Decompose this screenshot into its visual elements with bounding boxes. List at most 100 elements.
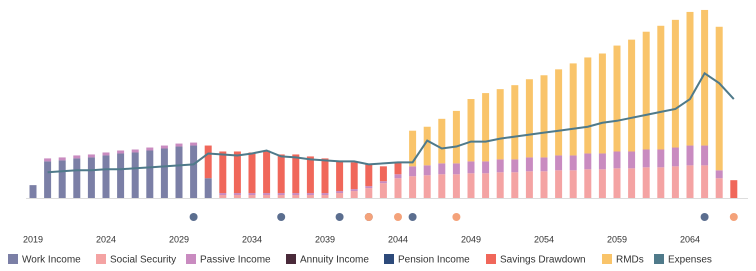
event-marker xyxy=(700,213,709,221)
bar-segment xyxy=(394,178,402,198)
bar-segment xyxy=(321,195,329,198)
bar-segment xyxy=(175,143,183,147)
bar-segment xyxy=(511,172,519,198)
bar-segment xyxy=(686,145,694,166)
bar-segment xyxy=(686,11,694,146)
bar-segment xyxy=(394,162,402,175)
bar-segment xyxy=(321,158,329,194)
bar-segment xyxy=(131,149,139,153)
bar-segment xyxy=(540,157,548,172)
bar-segment xyxy=(423,126,431,166)
bar-segment xyxy=(263,150,271,194)
bar-segment xyxy=(248,195,256,198)
x-tick-label: 2049 xyxy=(461,234,481,244)
bar-segment xyxy=(73,158,81,198)
bar-segment xyxy=(190,142,198,146)
bar-segment xyxy=(642,167,650,198)
bar-segment xyxy=(160,148,168,198)
bar-segment xyxy=(496,89,504,160)
legend-swatch xyxy=(186,254,196,264)
bar-segment xyxy=(190,145,198,198)
bar-segment xyxy=(204,145,212,179)
bar-segment xyxy=(409,130,417,167)
bar-segment xyxy=(306,156,314,194)
bar-segment xyxy=(350,162,358,190)
bar-segment xyxy=(657,149,665,168)
bar-segment xyxy=(292,154,300,194)
bar-segment xyxy=(511,85,519,160)
bar-segment xyxy=(175,146,183,198)
bar-segment xyxy=(292,195,300,198)
x-tick-label: 2029 xyxy=(169,234,189,244)
bar-segment xyxy=(452,174,460,198)
bar-segment xyxy=(219,195,227,198)
event-marker xyxy=(408,213,417,221)
bar-segment xyxy=(263,193,271,196)
bar-segment xyxy=(306,193,314,196)
bar-segment xyxy=(423,165,431,176)
bar-segment xyxy=(117,150,125,154)
bar-segment xyxy=(336,191,344,194)
bar-segment xyxy=(219,193,227,196)
legend-swatch xyxy=(602,254,612,264)
bar-segment xyxy=(102,152,110,156)
expenses-line xyxy=(47,71,735,174)
bar-segment xyxy=(642,31,650,150)
bar-segment xyxy=(467,173,475,198)
legend-swatch xyxy=(384,254,394,264)
bar-segment xyxy=(555,170,563,198)
bar-segment xyxy=(671,166,679,198)
legend-label: Passive Income xyxy=(200,255,271,266)
bar-segment xyxy=(365,164,373,187)
bar-segment xyxy=(701,165,709,198)
bar-segment xyxy=(277,154,285,194)
bar-segment xyxy=(146,150,154,198)
bar-segment xyxy=(671,147,679,167)
bar-segment xyxy=(628,151,636,169)
bar-segment xyxy=(671,19,679,148)
bar-segment xyxy=(394,174,402,179)
bar-segment xyxy=(350,191,358,198)
x-tick-label: 2034 xyxy=(242,234,262,244)
bar-segment xyxy=(496,172,504,198)
bar-segment xyxy=(350,189,358,192)
bar-segment xyxy=(233,193,241,196)
legend-swatch xyxy=(96,254,106,264)
bar-segment xyxy=(58,160,66,198)
bar-segment xyxy=(598,53,606,154)
bar-segment xyxy=(511,159,519,173)
bar-segment xyxy=(438,174,446,198)
bar-segment xyxy=(701,145,709,166)
bar-segment xyxy=(248,193,256,196)
bar-segment xyxy=(584,169,592,198)
x-tick-label: 2064 xyxy=(680,234,700,244)
bar-segment xyxy=(306,195,314,198)
bar-segment xyxy=(657,25,665,150)
bar-segment xyxy=(482,173,490,198)
bar-segment xyxy=(73,155,81,159)
bar-segment xyxy=(87,154,95,158)
bar-segment xyxy=(569,170,577,198)
bar-segment xyxy=(598,169,606,198)
x-tick-label: 2019 xyxy=(23,234,43,244)
bar-segment xyxy=(438,118,446,164)
bar-segment xyxy=(555,155,563,171)
bar-segment xyxy=(277,195,285,198)
bar-segment xyxy=(44,161,52,198)
bar-segment xyxy=(715,26,723,171)
bar-segment xyxy=(204,178,212,198)
bar-segment xyxy=(628,168,636,198)
event-marker xyxy=(364,213,373,221)
bar-segment xyxy=(87,157,95,198)
bar-segment xyxy=(540,75,548,158)
bar-segment xyxy=(657,167,665,198)
bar-segment xyxy=(379,181,387,184)
legend-label: Social Security xyxy=(110,255,176,266)
legend-label: Work Income xyxy=(22,255,81,266)
x-tick-label: 2059 xyxy=(607,234,627,244)
bar-segment xyxy=(642,149,650,168)
bar-segment xyxy=(482,93,490,162)
bar-segment xyxy=(467,161,475,174)
legend-swatch xyxy=(654,254,664,264)
